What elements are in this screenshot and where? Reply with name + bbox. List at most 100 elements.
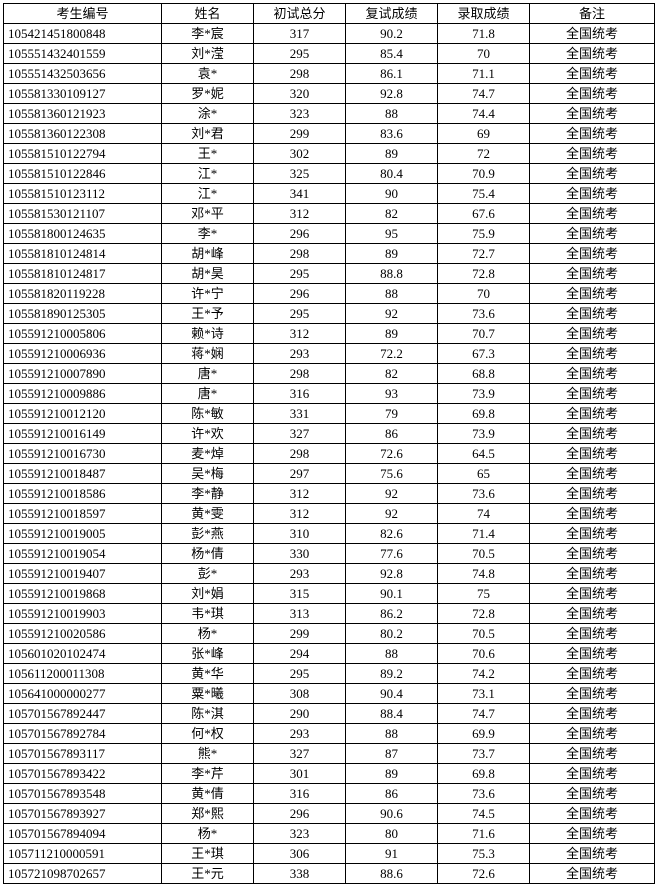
table-row: 105721098702657王*元33888.672.6全国统考	[4, 864, 655, 884]
cell-prelim: 295	[254, 304, 346, 324]
table-row: 105591210020586杨*29980.270.5全国统考	[4, 624, 655, 644]
cell-note: 全国统考	[530, 304, 655, 324]
cell-retest: 88	[346, 284, 438, 304]
table-body: 105421451800848李*宸31790.271.8全国统考 1055514…	[4, 24, 655, 884]
cell-note: 全国统考	[530, 204, 655, 224]
cell-id: 105551432503656	[4, 64, 162, 84]
cell-final: 72.7	[438, 244, 530, 264]
cell-retest: 82	[346, 204, 438, 224]
cell-final: 68.8	[438, 364, 530, 384]
cell-note: 全国统考	[530, 604, 655, 624]
cell-prelim: 320	[254, 84, 346, 104]
cell-note: 全国统考	[530, 424, 655, 444]
cell-retest: 88.6	[346, 864, 438, 884]
cell-prelim: 298	[254, 444, 346, 464]
table-row: 105591210007890唐*2988268.8全国统考	[4, 364, 655, 384]
cell-final: 73.9	[438, 384, 530, 404]
cell-name: 彭*	[162, 564, 254, 584]
cell-prelim: 317	[254, 24, 346, 44]
cell-note: 全国统考	[530, 804, 655, 824]
cell-name: 杨*	[162, 624, 254, 644]
cell-name: 李*	[162, 224, 254, 244]
cell-note: 全国统考	[530, 644, 655, 664]
cell-prelim: 296	[254, 284, 346, 304]
cell-prelim: 296	[254, 224, 346, 244]
cell-final: 70.5	[438, 624, 530, 644]
cell-prelim: 296	[254, 804, 346, 824]
cell-name: 江*	[162, 164, 254, 184]
cell-id: 105641000000277	[4, 684, 162, 704]
cell-name: 赖*诗	[162, 324, 254, 344]
cell-note: 全国统考	[530, 624, 655, 644]
cell-id: 105591210009886	[4, 384, 162, 404]
table-row: 105581510122794王*3028972全国统考	[4, 144, 655, 164]
cell-prelim: 297	[254, 464, 346, 484]
cell-id: 105581810124814	[4, 244, 162, 264]
col-header-note: 备注	[530, 4, 655, 24]
cell-note: 全国统考	[530, 324, 655, 344]
cell-id: 105581510122846	[4, 164, 162, 184]
cell-id: 105701567892784	[4, 724, 162, 744]
cell-prelim: 302	[254, 144, 346, 164]
cell-final: 73.7	[438, 744, 530, 764]
table-row: 105551432503656袁*29886.171.1全国统考	[4, 64, 655, 84]
cell-prelim: 313	[254, 604, 346, 624]
cell-retest: 72.2	[346, 344, 438, 364]
table-row: 105421451800848李*宸31790.271.8全国统考	[4, 24, 655, 44]
cell-final: 75.4	[438, 184, 530, 204]
cell-prelim: 298	[254, 244, 346, 264]
cell-name: 王*元	[162, 864, 254, 884]
table-row: 105591210018586李*静3129273.6全国统考	[4, 484, 655, 504]
cell-retest: 95	[346, 224, 438, 244]
cell-final: 70	[438, 284, 530, 304]
cell-note: 全国统考	[530, 784, 655, 804]
table-row: 105701567892447陈*淇29088.474.7全国统考	[4, 704, 655, 724]
cell-note: 全国统考	[530, 664, 655, 684]
cell-id: 105591210007890	[4, 364, 162, 384]
cell-final: 73.9	[438, 424, 530, 444]
table-row: 105591210006936蒋*娴29372.267.3全国统考	[4, 344, 655, 364]
cell-id: 105591210019407	[4, 564, 162, 584]
table-row: 105591210005806赖*诗3128970.7全国统考	[4, 324, 655, 344]
cell-id: 105581510122794	[4, 144, 162, 164]
cell-name: 李*静	[162, 484, 254, 504]
cell-name: 陈*敏	[162, 404, 254, 424]
cell-retest: 89.2	[346, 664, 438, 684]
cell-id: 105591210012120	[4, 404, 162, 424]
cell-note: 全国统考	[530, 224, 655, 244]
cell-retest: 89	[346, 144, 438, 164]
cell-name: 胡*峰	[162, 244, 254, 264]
cell-retest: 75.6	[346, 464, 438, 484]
table-row: 105701567893117熊*3278773.7全国统考	[4, 744, 655, 764]
cell-retest: 88.8	[346, 264, 438, 284]
cell-id: 105581510123112	[4, 184, 162, 204]
cell-final: 67.3	[438, 344, 530, 364]
cell-final: 74.5	[438, 804, 530, 824]
cell-final: 74.2	[438, 664, 530, 684]
cell-prelim: 308	[254, 684, 346, 704]
cell-name: 黄*华	[162, 664, 254, 684]
table-row: 105581510122846江*32580.470.9全国统考	[4, 164, 655, 184]
cell-retest: 80.2	[346, 624, 438, 644]
cell-retest: 88	[346, 644, 438, 664]
cell-prelim: 323	[254, 104, 346, 124]
cell-retest: 88	[346, 104, 438, 124]
cell-name: 陈*淇	[162, 704, 254, 724]
table-row: 105701567893548黄*倩3168673.6全国统考	[4, 784, 655, 804]
col-header-id: 考生编号	[4, 4, 162, 24]
cell-final: 74.7	[438, 84, 530, 104]
cell-retest: 93	[346, 384, 438, 404]
cell-note: 全国统考	[530, 404, 655, 424]
cell-retest: 89	[346, 324, 438, 344]
cell-note: 全国统考	[530, 504, 655, 524]
cell-retest: 90.6	[346, 804, 438, 824]
cell-id: 105701567893422	[4, 764, 162, 784]
cell-note: 全国统考	[530, 564, 655, 584]
table-row: 105581810124814胡*峰2988972.7全国统考	[4, 244, 655, 264]
cell-note: 全国统考	[530, 44, 655, 64]
cell-final: 75.3	[438, 844, 530, 864]
cell-note: 全国统考	[530, 724, 655, 744]
cell-prelim: 323	[254, 824, 346, 844]
cell-note: 全国统考	[530, 744, 655, 764]
cell-prelim: 299	[254, 624, 346, 644]
